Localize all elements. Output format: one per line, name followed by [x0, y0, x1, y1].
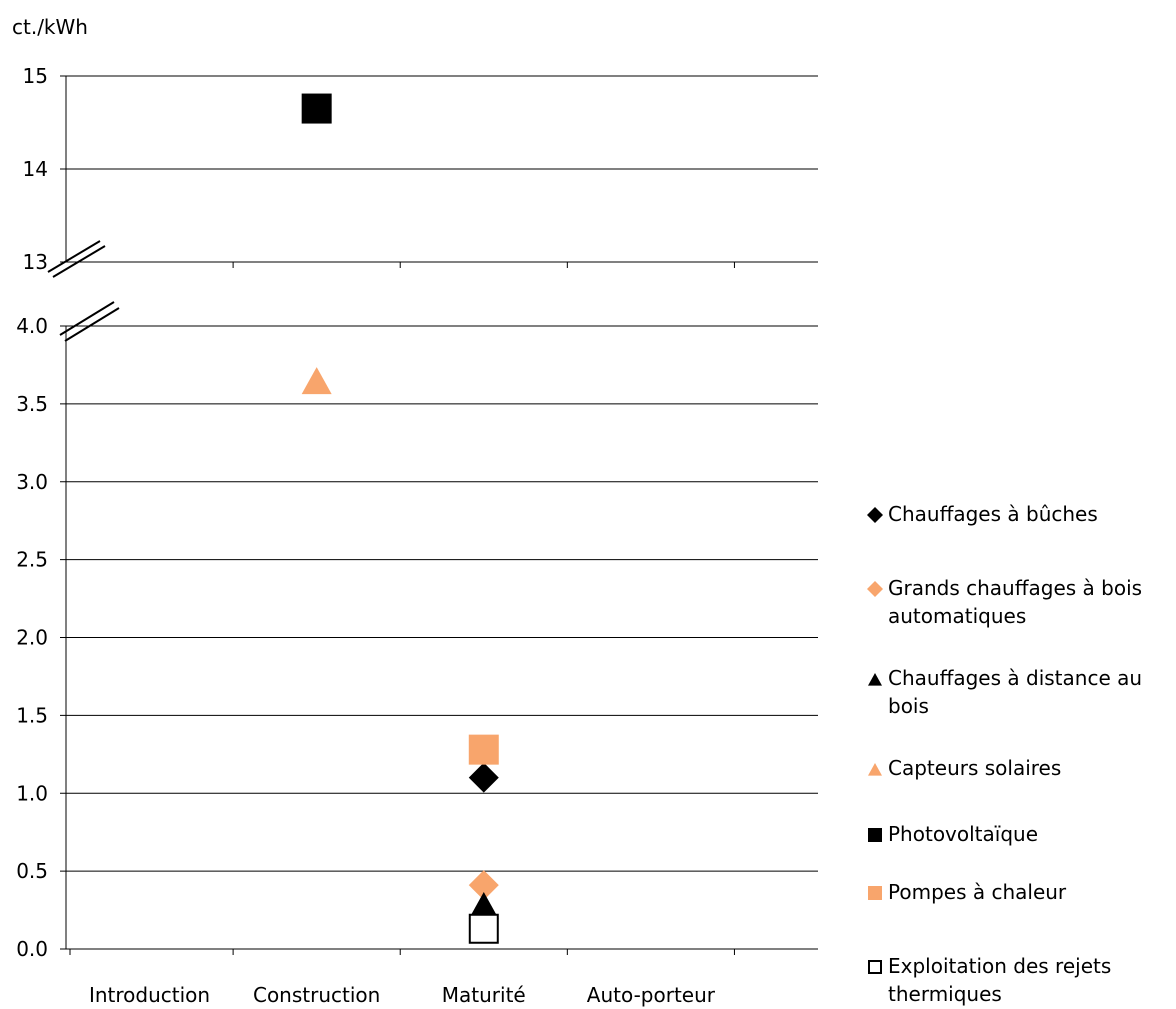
data-point-0: [469, 763, 499, 793]
x-category-label-0: Introduction: [89, 983, 210, 1007]
legend-marker-triangle: [866, 760, 884, 778]
category-labels: Introduction Construction Maturité Auto-por…: [89, 983, 716, 1007]
axes: [60, 76, 734, 955]
x-category-label-1: Construction: [253, 983, 380, 1007]
y-tick-label-lower-5: 2.5: [16, 548, 48, 572]
gridlines: [66, 76, 818, 949]
y-tick-label-lower-2: 1.0: [16, 781, 48, 805]
tick-labels: 13 14 15 0.0 0.5 1.0 1.5 2.0 2.5 3.0 3.5 4.0: [16, 64, 48, 961]
legend-marker-diamond: [866, 506, 884, 524]
data-points: [302, 94, 499, 943]
y-tick-label-upper-0: 13: [23, 250, 48, 274]
legend-marker-square: [866, 884, 884, 902]
data-point-5: [469, 735, 499, 765]
data-point-3: [302, 367, 332, 394]
legend-label: Photovoltaïque: [888, 820, 1176, 848]
legend-marker-triangle: [866, 670, 884, 688]
legend-label: Grands chauffages à bois automatiques: [888, 574, 1176, 630]
data-point-4: [302, 94, 332, 124]
y-tick-label-lower-8: 4.0: [16, 314, 48, 338]
y-tick-label-lower-0: 0.0: [16, 937, 48, 961]
axis-break-lower-a: [60, 302, 114, 335]
y-tick-label-lower-6: 3.0: [16, 470, 48, 494]
y-tick-label-lower-4: 2.0: [16, 626, 48, 650]
x-category-label-2: Maturité: [442, 983, 526, 1007]
x-category-label-3: Auto-porteur: [587, 983, 716, 1007]
axis-break-upper-a: [48, 241, 100, 272]
legend-label: Chauffages à distance au bois: [888, 664, 1176, 720]
y-axis-unit-label: ct./kWh: [12, 15, 88, 39]
legend-label: Pompes à chaleur: [888, 878, 1176, 906]
y-tick-label-upper-2: 15: [23, 64, 48, 88]
legend-marker-square-open: [866, 958, 884, 976]
legend-label: Exploitation des rejets thermiques: [888, 952, 1176, 1008]
y-tick-label-lower-3: 1.5: [16, 703, 48, 727]
y-tick-label-lower-1: 0.5: [16, 859, 48, 883]
legend-marker-diamond: [866, 580, 884, 598]
y-tick-label-upper-1: 14: [23, 157, 48, 181]
legend-marker-square: [866, 826, 884, 844]
legend-label: Capteurs solaires: [888, 754, 1176, 782]
data-point-6: [470, 915, 498, 943]
legend-label: Chauffages à bûches: [888, 500, 1176, 528]
axis-break-lower-b: [65, 308, 119, 341]
y-tick-label-lower-7: 3.5: [16, 392, 48, 416]
